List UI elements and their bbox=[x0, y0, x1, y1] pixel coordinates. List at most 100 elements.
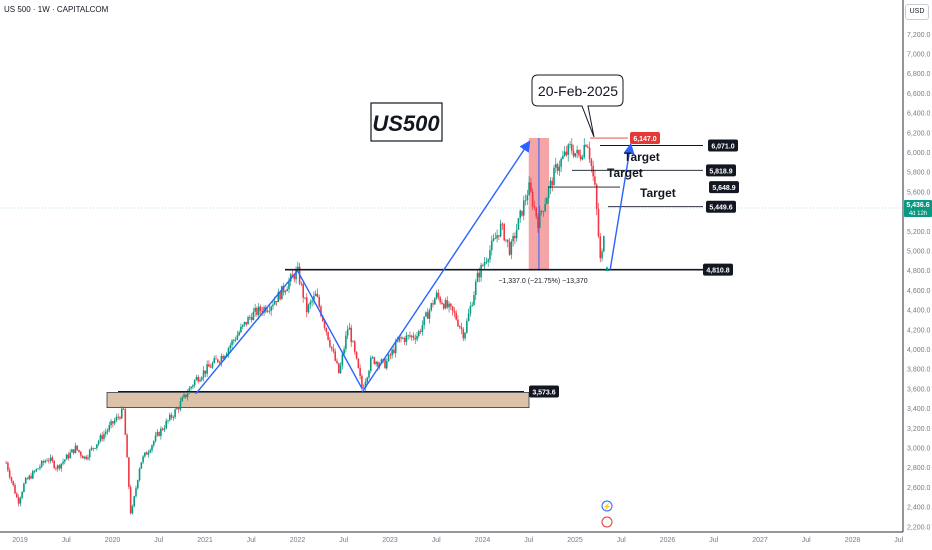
demand-zone bbox=[106, 392, 530, 409]
candle-body bbox=[446, 300, 449, 308]
candle-body bbox=[170, 414, 173, 418]
candle-body bbox=[455, 312, 457, 320]
price-tick-label: 3,800.0 bbox=[907, 367, 930, 374]
candle-body bbox=[334, 351, 337, 361]
candle-body bbox=[345, 335, 347, 350]
price-tick-label: 4,400.0 bbox=[907, 308, 930, 315]
candle-body bbox=[425, 312, 427, 317]
candle-body bbox=[594, 176, 596, 185]
candle-body bbox=[464, 332, 466, 339]
candle-body bbox=[400, 337, 402, 339]
target-label: Target bbox=[640, 186, 676, 200]
candle-body bbox=[238, 332, 240, 336]
candle-body bbox=[444, 300, 447, 309]
candle-body bbox=[284, 291, 287, 293]
candle-body bbox=[92, 447, 95, 449]
time-tick-label: 2026 bbox=[660, 537, 676, 544]
candle-body bbox=[368, 370, 370, 378]
candle-body bbox=[478, 272, 481, 278]
price-tick-label: 3,200.0 bbox=[907, 426, 930, 433]
candle-body bbox=[60, 463, 63, 469]
candle-body bbox=[547, 187, 550, 199]
candle-body bbox=[202, 370, 205, 378]
candle-body bbox=[540, 210, 543, 212]
candle-body bbox=[320, 306, 322, 317]
candle-body bbox=[217, 359, 219, 362]
candle-body bbox=[341, 354, 344, 366]
candle-body bbox=[200, 377, 203, 380]
candle-body bbox=[432, 303, 434, 305]
candle-body bbox=[128, 457, 130, 487]
candle-body bbox=[330, 346, 333, 349]
annotations: 6,147.0 6,071.0 5,818.9 5,648.9 5,449.6 4,810… bbox=[118, 74, 739, 528]
candle-body bbox=[76, 445, 79, 450]
currency-button[interactable]: USD bbox=[905, 4, 929, 20]
candle-body bbox=[122, 408, 125, 410]
price-tick-label: 2,800.0 bbox=[907, 465, 930, 472]
price-tick-label: 4,600.0 bbox=[907, 288, 930, 295]
candle-body bbox=[30, 475, 32, 479]
candle-body bbox=[352, 341, 354, 343]
price-tick-label: 4,800.0 bbox=[907, 268, 930, 275]
candle-body bbox=[544, 204, 546, 212]
candle-body bbox=[595, 184, 598, 209]
candle-body bbox=[538, 210, 541, 228]
candle-body bbox=[174, 409, 176, 417]
time-tick-label: Jul bbox=[709, 537, 718, 544]
candle-body bbox=[572, 151, 575, 157]
price-badge-label: 4,810.8 bbox=[706, 268, 729, 275]
time-tick-label: 2020 bbox=[105, 537, 121, 544]
candle-body bbox=[211, 362, 214, 368]
candle-body bbox=[33, 471, 36, 472]
candle-body bbox=[74, 445, 77, 453]
candle-body bbox=[501, 223, 504, 225]
candle-body bbox=[142, 456, 144, 463]
price-tick-label: 3,400.0 bbox=[907, 406, 930, 413]
candle-body bbox=[21, 492, 23, 498]
date-callout-text: 20-Feb-2025 bbox=[538, 83, 618, 99]
candle-body bbox=[144, 452, 146, 457]
candle-body bbox=[309, 302, 312, 305]
candle-body bbox=[199, 379, 201, 382]
candle-body bbox=[530, 182, 532, 192]
candle-body bbox=[197, 376, 200, 382]
candle-body bbox=[147, 452, 150, 455]
candle-body bbox=[48, 460, 50, 462]
time-tick-label: Jul bbox=[802, 537, 811, 544]
candle-body bbox=[466, 320, 468, 333]
candle-body bbox=[117, 416, 119, 418]
candle-body bbox=[257, 306, 260, 315]
candle-body bbox=[366, 377, 369, 383]
candle-body bbox=[129, 486, 132, 514]
price-badge-label: 6,147.0 bbox=[633, 136, 656, 143]
candle-body bbox=[106, 430, 109, 433]
candle-body bbox=[528, 182, 530, 196]
candle-body bbox=[145, 452, 148, 455]
projection-arrow bbox=[296, 270, 363, 390]
candle-body bbox=[97, 441, 100, 445]
candle-body bbox=[471, 305, 473, 307]
candle-body bbox=[96, 444, 98, 449]
candle-body bbox=[152, 441, 155, 446]
time-tick-label: 2025 bbox=[567, 537, 583, 544]
candle-body bbox=[259, 306, 262, 312]
candle-body bbox=[10, 477, 13, 481]
candle-body bbox=[526, 195, 529, 201]
candle-body bbox=[220, 356, 223, 363]
candle-body bbox=[389, 354, 392, 356]
candle-body bbox=[266, 310, 269, 312]
candle-body bbox=[186, 393, 189, 398]
candle-body bbox=[574, 153, 577, 157]
time-tick-label: 2023 bbox=[382, 537, 398, 544]
price-tick-label: 7,200.0 bbox=[907, 32, 930, 39]
candle-body bbox=[110, 421, 112, 426]
candle-body bbox=[357, 358, 360, 369]
candle-body bbox=[517, 218, 520, 230]
candle-body bbox=[350, 327, 353, 343]
price-tick-label: 7,000.0 bbox=[907, 52, 930, 59]
lightning-icon: ⚡ bbox=[603, 502, 612, 511]
candle-body bbox=[355, 351, 358, 359]
price-tick-label: 3,600.0 bbox=[907, 386, 930, 393]
candle-body bbox=[104, 432, 107, 434]
